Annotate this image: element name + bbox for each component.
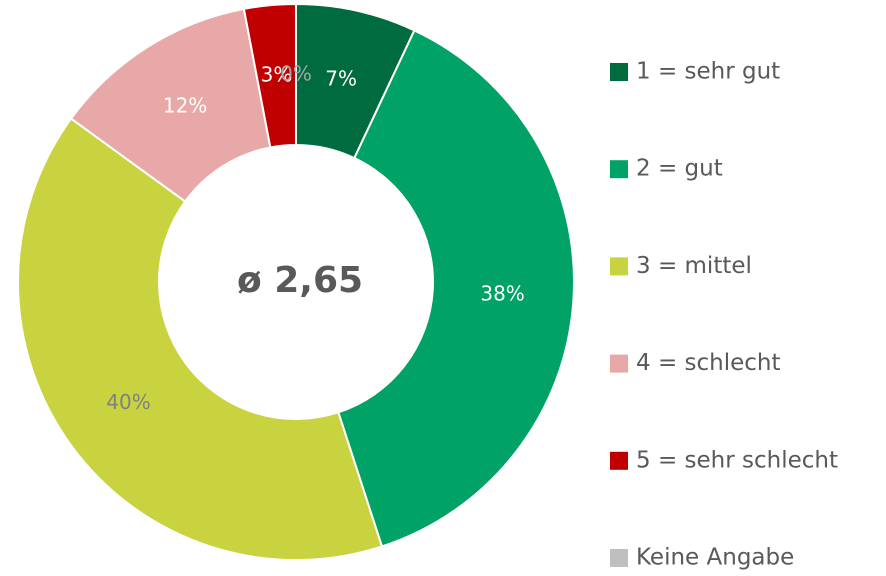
- legend-swatch: [610, 63, 628, 81]
- legend-swatch: [610, 160, 628, 179]
- legend-label: 4 = schlecht: [636, 350, 781, 376]
- legend-label: Keine Angabe: [636, 545, 794, 571]
- donut-segment: [69, 7, 272, 203]
- legend-swatch: [610, 549, 628, 567]
- legend-label: 2 = gut: [636, 156, 723, 182]
- data-label: 38%: [480, 281, 524, 305]
- data-label: 3%: [261, 62, 293, 86]
- legend-label: 5 = sehr schlecht: [636, 447, 838, 473]
- data-label: 7%: [325, 66, 357, 90]
- legend-label: 1 = sehr gut: [636, 59, 780, 85]
- donut-segment: [242, 2, 297, 149]
- donut-segment: [17, 117, 384, 561]
- legend-label: 3 = mittel: [636, 253, 752, 279]
- legend-swatch: [610, 354, 628, 373]
- legend-swatch: [610, 257, 628, 276]
- center-label: ø 2,65: [237, 260, 363, 301]
- legend-swatch: [610, 451, 628, 470]
- data-label: 0%: [280, 62, 312, 86]
- data-label: 40%: [106, 390, 150, 414]
- data-label: 12%: [163, 94, 207, 118]
- donut-segment: [337, 29, 575, 548]
